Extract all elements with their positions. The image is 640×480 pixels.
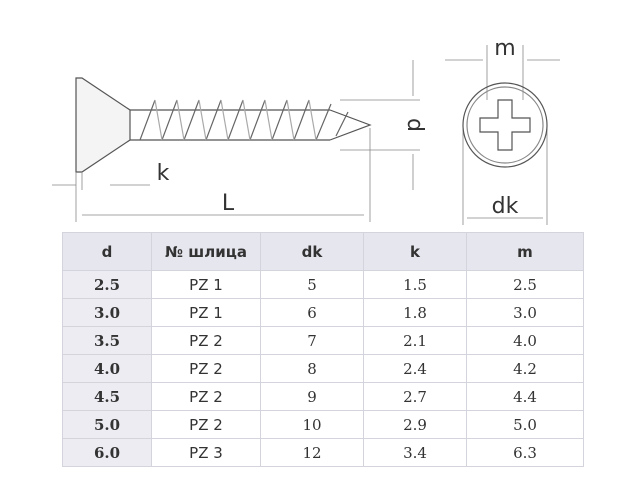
header-row: d № шлица dk k m <box>62 232 584 271</box>
table-cell: 7 <box>260 326 364 355</box>
screw-drawing: m d k L dk <box>52 36 560 225</box>
table-cell: 2.4 <box>363 354 467 383</box>
table-cell: 3.0 <box>62 298 152 327</box>
table-row: 2.5 PZ 1 5 1.5 2.5 <box>62 270 584 299</box>
table-cell: PZ 2 <box>151 410 261 439</box>
column-header: № шлица <box>151 232 261 271</box>
size-table: d № шлица dk k m 2.5 PZ 1 5 1.5 2.5 3.0 PZ 1 6 1.8 3.… <box>62 232 584 467</box>
table-cell: 10 <box>260 410 364 439</box>
table-cell: 4.5 <box>62 382 152 411</box>
table-cell: 2.5 <box>466 270 584 299</box>
table-cell: 12 <box>260 438 364 467</box>
table-cell: PZ 2 <box>151 382 261 411</box>
table-cell: PZ 2 <box>151 354 261 383</box>
table-cell: 5.0 <box>466 410 584 439</box>
column-header: d <box>62 232 152 271</box>
table-cell: 4.2 <box>466 354 584 383</box>
tip <box>329 109 372 141</box>
table-cell: PZ 3 <box>151 438 261 467</box>
table-row: 5.0 PZ 2 10 2.9 5.0 <box>62 410 584 439</box>
table-cell: 5.0 <box>62 410 152 439</box>
table-cell: 6.3 <box>466 438 584 467</box>
label-m: m <box>494 36 515 61</box>
label-k: k <box>157 161 170 186</box>
threads <box>139 99 349 141</box>
table-row: 6.0 PZ 3 12 3.4 6.3 <box>62 438 584 467</box>
head-view <box>462 82 548 168</box>
table-cell: 6.0 <box>62 438 152 467</box>
table-row: 3.0 PZ 1 6 1.8 3.0 <box>62 298 584 327</box>
dimension-lines <box>52 45 560 225</box>
table-cell: 2.7 <box>363 382 467 411</box>
table-cell: 2.1 <box>363 326 467 355</box>
table-cell: 3.5 <box>62 326 152 355</box>
table-cell: 5 <box>260 270 364 299</box>
table-row: 3.5 PZ 2 7 2.1 4.0 <box>62 326 584 355</box>
table-cell: PZ 1 <box>151 270 261 299</box>
table-cell: 2.5 <box>62 270 152 299</box>
table-cell: 3.4 <box>363 438 467 467</box>
label-d: d <box>402 118 427 132</box>
table-cell: 1.5 <box>363 270 467 299</box>
label-L: L <box>222 191 235 216</box>
table-cell: 8 <box>260 354 364 383</box>
head-view-inner <box>466 86 544 164</box>
table-cell: 4.0 <box>466 326 584 355</box>
column-header: m <box>466 232 584 271</box>
table-cell: 9 <box>260 382 364 411</box>
column-header: dk <box>260 232 364 271</box>
table-cell: 4.0 <box>62 354 152 383</box>
table-cell: 4.4 <box>466 382 584 411</box>
table-cell: 2.9 <box>363 410 467 439</box>
table-cell: 3.0 <box>466 298 584 327</box>
pozidriv-slot <box>479 99 531 151</box>
screw-head <box>75 77 131 173</box>
table-cell: PZ 2 <box>151 326 261 355</box>
table-cell: 1.8 <box>363 298 467 327</box>
label-dk: dk <box>492 194 519 219</box>
table-row: 4.5 PZ 2 9 2.7 4.4 <box>62 382 584 411</box>
table-cell: 6 <box>260 298 364 327</box>
table-row: 4.0 PZ 2 8 2.4 4.2 <box>62 354 584 383</box>
table-cell: PZ 1 <box>151 298 261 327</box>
column-header: k <box>363 232 467 271</box>
